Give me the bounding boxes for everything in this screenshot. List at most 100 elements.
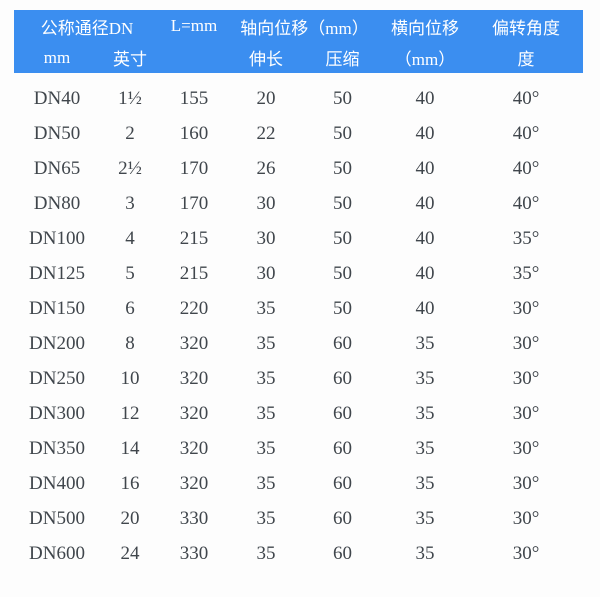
header-length: L=mm bbox=[160, 10, 228, 42]
cell-deflection-angle: 30° bbox=[512, 367, 540, 389]
cell-elongation: 35 bbox=[256, 507, 276, 529]
cell-lateral-displacement: 35 bbox=[415, 437, 435, 459]
cell-compression: 60 bbox=[333, 507, 352, 529]
cell-inch: 3 bbox=[125, 192, 135, 214]
cell-deflection-angle: 40° bbox=[512, 122, 540, 144]
cell-lateral-displacement: 35 bbox=[415, 332, 435, 354]
cell-elongation: 26 bbox=[256, 157, 276, 179]
header-angle-unit: 度 bbox=[469, 42, 584, 73]
cell-deflection-angle: 30° bbox=[512, 297, 540, 319]
cell-dn: DN125 bbox=[29, 262, 85, 284]
spec-table: 公称通径DN L=mm 轴向位移（mm） 横向位移 偏转角度 mm 英寸 伸长 … bbox=[14, 10, 584, 571]
cell-dn: DN50 bbox=[33, 122, 81, 144]
cell-dn: DN400 bbox=[29, 472, 85, 494]
cell-compression: 50 bbox=[333, 227, 352, 249]
cell-lateral-displacement: 35 bbox=[415, 472, 435, 494]
cell-length: 170 bbox=[179, 157, 209, 179]
table-row: DN350 14 320 35 60 35 30° bbox=[14, 431, 583, 466]
cell-lateral-displacement: 40 bbox=[415, 157, 435, 179]
table-row: DN600 24 330 35 60 35 30° bbox=[14, 536, 583, 571]
cell-inch: 6 bbox=[125, 297, 135, 319]
cell-elongation: 35 bbox=[256, 332, 276, 354]
cell-deflection-angle: 40° bbox=[512, 87, 540, 109]
cell-inch: 24 bbox=[120, 542, 140, 564]
cell-compression: 60 bbox=[333, 402, 352, 424]
cell-deflection-angle: 30° bbox=[512, 437, 540, 459]
header-compression: 压缩 bbox=[304, 42, 382, 73]
cell-length: 170 bbox=[179, 192, 209, 214]
cell-compression: 60 bbox=[333, 332, 352, 354]
cell-inch: 2½ bbox=[118, 157, 142, 179]
cell-compression: 50 bbox=[333, 122, 352, 144]
cell-length: 220 bbox=[179, 297, 209, 319]
cell-deflection-angle: 30° bbox=[512, 332, 540, 354]
cell-dn: DN200 bbox=[29, 332, 85, 354]
cell-elongation: 35 bbox=[256, 437, 276, 459]
cell-lateral-displacement: 35 bbox=[415, 542, 435, 564]
cell-length: 320 bbox=[179, 332, 209, 354]
cell-dn: DN80 bbox=[33, 192, 81, 214]
cell-deflection-angle: 35° bbox=[512, 227, 540, 249]
cell-elongation: 35 bbox=[256, 472, 276, 494]
cell-length: 155 bbox=[179, 87, 209, 109]
cell-inch: 8 bbox=[125, 332, 135, 354]
cell-length: 320 bbox=[179, 402, 209, 424]
table-row: DN500 20 330 35 60 35 30° bbox=[14, 501, 583, 536]
table-row: DN250 10 320 35 60 35 30° bbox=[14, 361, 583, 396]
cell-dn: DN250 bbox=[29, 367, 85, 389]
table-row: DN200 8 320 35 60 35 30° bbox=[14, 326, 583, 361]
header-unit-mm: mm bbox=[14, 42, 100, 73]
cell-deflection-angle: 30° bbox=[512, 472, 540, 494]
header-body-gap bbox=[14, 73, 583, 81]
table-header: 公称通径DN L=mm 轴向位移（mm） 横向位移 偏转角度 mm 英寸 伸长 … bbox=[14, 10, 584, 73]
cell-lateral-displacement: 35 bbox=[415, 402, 435, 424]
cell-deflection-angle: 30° bbox=[512, 402, 540, 424]
header-axial-displacement: 轴向位移（mm） bbox=[228, 10, 382, 42]
cell-length: 215 bbox=[179, 227, 209, 249]
cell-elongation: 30 bbox=[256, 192, 276, 214]
cell-inch: 1½ bbox=[118, 87, 142, 109]
header-row-1: 公称通径DN L=mm 轴向位移（mm） 横向位移 偏转角度 bbox=[14, 10, 584, 42]
cell-inch: 16 bbox=[120, 472, 140, 494]
table-row: DN100 4 215 30 50 40 35° bbox=[14, 221, 583, 256]
cell-elongation: 35 bbox=[256, 297, 276, 319]
cell-lateral-displacement: 40 bbox=[415, 297, 435, 319]
cell-deflection-angle: 40° bbox=[512, 157, 540, 179]
cell-dn: DN350 bbox=[29, 437, 85, 459]
table-row: DN50 2 160 22 50 40 40° bbox=[14, 116, 583, 151]
cell-elongation: 22 bbox=[256, 122, 276, 144]
cell-elongation: 35 bbox=[256, 367, 276, 389]
cell-lateral-displacement: 40 bbox=[415, 122, 435, 144]
cell-elongation: 20 bbox=[256, 87, 276, 109]
cell-length: 330 bbox=[179, 542, 209, 564]
cell-dn: DN500 bbox=[29, 507, 85, 529]
cell-deflection-angle: 35° bbox=[512, 262, 540, 284]
cell-compression: 50 bbox=[333, 87, 352, 109]
cell-lateral-displacement: 40 bbox=[415, 192, 435, 214]
cell-inch: 14 bbox=[120, 437, 140, 459]
header-row-2: mm 英寸 伸长 压缩 （mm） 度 bbox=[14, 42, 584, 73]
header-unit-inch: 英寸 bbox=[100, 42, 160, 73]
table-row: DN150 6 220 35 50 40 30° bbox=[14, 291, 583, 326]
cell-elongation: 35 bbox=[256, 542, 276, 564]
cell-inch: 10 bbox=[120, 367, 140, 389]
cell-compression: 50 bbox=[333, 297, 352, 319]
header-deflection-angle: 偏转角度 bbox=[469, 10, 584, 42]
cell-elongation: 35 bbox=[256, 402, 276, 424]
cell-lateral-displacement: 40 bbox=[415, 87, 435, 109]
header-nominal-diameter: 公称通径DN bbox=[14, 10, 160, 42]
header-length-spacer bbox=[160, 42, 228, 73]
table-row: DN300 12 320 35 60 35 30° bbox=[14, 396, 583, 431]
cell-compression: 50 bbox=[333, 192, 352, 214]
table-row: DN400 16 320 35 60 35 30° bbox=[14, 466, 583, 501]
cell-inch: 20 bbox=[120, 507, 140, 529]
cell-length: 320 bbox=[179, 472, 209, 494]
cell-inch: 5 bbox=[125, 262, 135, 284]
cell-length: 330 bbox=[179, 507, 209, 529]
table-row: DN65 2½ 170 26 50 40 40° bbox=[14, 151, 583, 186]
cell-inch: 4 bbox=[125, 227, 135, 249]
cell-lateral-displacement: 40 bbox=[415, 227, 435, 249]
cell-length: 160 bbox=[179, 122, 209, 144]
table-row: DN80 3 170 30 50 40 40° bbox=[14, 186, 583, 221]
